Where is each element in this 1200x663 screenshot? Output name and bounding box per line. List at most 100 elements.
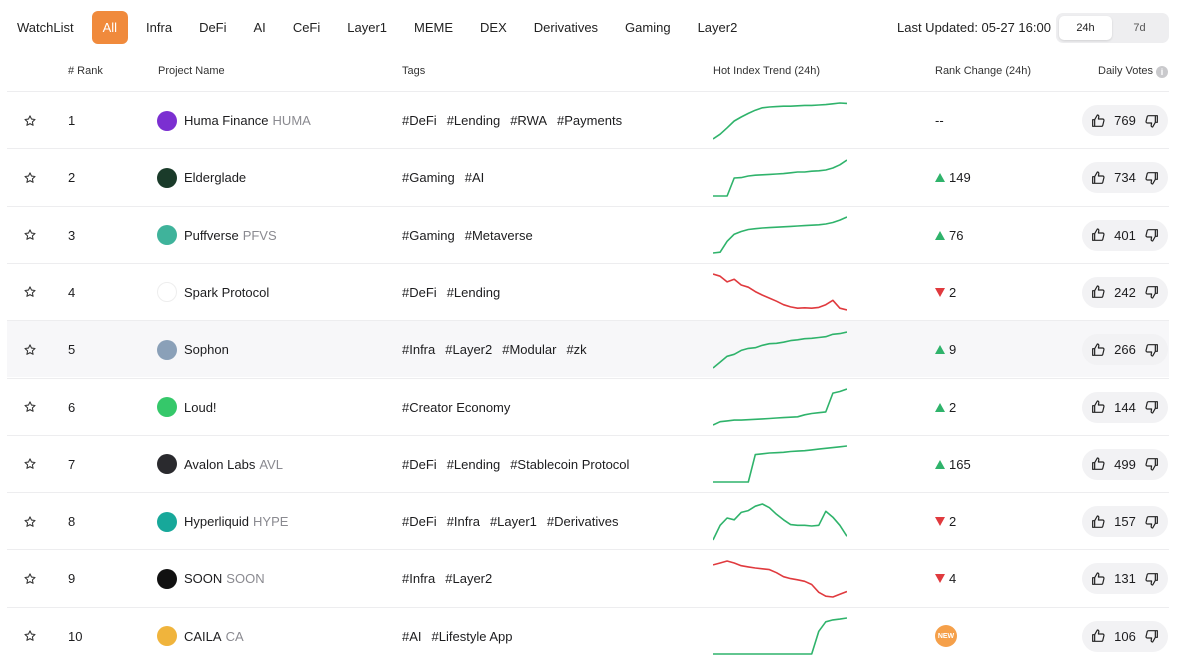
thumbs-down-icon[interactable] <box>1143 341 1161 359</box>
watchlist-star-icon[interactable] <box>23 550 37 607</box>
thumbs-down-icon[interactable] <box>1143 627 1161 645</box>
table-row[interactable]: 7 Avalon Labs AVL #DeFi #Lending #Stableco… <box>7 434 1169 493</box>
project-name[interactable]: SOON <box>184 571 223 587</box>
project-name-cell[interactable]: Sophon <box>157 321 233 378</box>
tab-layer1[interactable]: Layer1 <box>347 20 388 35</box>
thumbs-down-icon[interactable] <box>1143 513 1161 531</box>
watchlist-star-icon[interactable] <box>23 608 37 663</box>
info-icon[interactable]: i <box>1156 66 1169 78</box>
project-name-cell[interactable]: Huma Finance HUMA <box>157 92 311 149</box>
table-row[interactable]: 5 Sophon #Infra #Layer2 #Modular #zk 9 266 <box>7 320 1169 378</box>
project-name-cell[interactable]: Avalon Labs AVL <box>157 436 283 493</box>
project-name-cell[interactable]: Spark Protocol <box>157 264 273 321</box>
thumbs-up-icon[interactable] <box>1089 455 1107 473</box>
project-name-cell[interactable]: SOON SOON <box>157 550 265 607</box>
tag-link[interactable]: #AI <box>464 170 485 186</box>
thumbs-down-icon[interactable] <box>1143 226 1161 244</box>
project-name[interactable]: CAILA <box>184 628 222 644</box>
tag-link[interactable]: #Infra <box>446 514 480 530</box>
range-24h-button[interactable]: 24h <box>1059 16 1112 40</box>
project-name[interactable]: Puffverse <box>184 227 239 243</box>
tag-link[interactable]: #DeFi <box>402 284 437 300</box>
tab-gaming[interactable]: Gaming <box>625 20 671 35</box>
tag-link[interactable]: #Lending <box>446 456 501 472</box>
thumbs-down-icon[interactable] <box>1143 398 1161 416</box>
thumbs-down-icon[interactable] <box>1143 455 1161 473</box>
tag-link[interactable]: #Stablecoin Protocol <box>510 456 630 472</box>
project-name[interactable]: Elderglade <box>184 170 247 186</box>
tab-infra[interactable]: Infra <box>146 20 173 35</box>
watchlist-star-icon[interactable] <box>23 92 37 149</box>
tag-link[interactable]: #DeFi <box>402 514 437 530</box>
thumbs-down-icon[interactable] <box>1143 169 1161 187</box>
project-name-cell[interactable]: Elderglade <box>157 149 250 206</box>
thumbs-up-icon[interactable] <box>1089 341 1107 359</box>
table-row[interactable]: 6 Loud! #Creator Economy 2 144 <box>7 377 1169 436</box>
project-name[interactable]: Avalon Labs <box>184 456 256 472</box>
tag-link[interactable]: #DeFi <box>402 113 437 128</box>
range-7d-button[interactable]: 7d <box>1133 22 1146 34</box>
tab-dex[interactable]: DEX <box>480 20 507 35</box>
thumbs-down-icon[interactable] <box>1143 283 1161 301</box>
project-name[interactable]: Huma Finance <box>184 113 269 128</box>
tab-meme[interactable]: MEME <box>414 20 454 35</box>
table-row[interactable]: 1 Huma Finance HUMA #DeFi #Lending #RWA #Pa… <box>7 91 1169 148</box>
tag-link[interactable]: #zk <box>566 342 587 358</box>
watchlist-star-icon[interactable] <box>23 436 37 493</box>
col-rank-change[interactable]: Rank Change (24h) <box>935 65 1032 77</box>
table-row[interactable]: 8 Hyperliquid HYPE #DeFi #Infra #Layer1 #De… <box>7 492 1169 549</box>
thumbs-down-icon[interactable] <box>1143 112 1161 130</box>
project-name[interactable]: Hyperliquid <box>184 514 250 530</box>
tag-link[interactable]: #Lifestyle App <box>431 628 513 644</box>
thumbs-up-icon[interactable] <box>1089 627 1107 645</box>
tag-link[interactable]: #AI <box>402 628 422 644</box>
tag-link[interactable]: #Lending <box>446 284 501 300</box>
watchlist-star-icon[interactable] <box>23 264 37 321</box>
tab-layer2[interactable]: Layer2 <box>697 20 738 35</box>
col-rank[interactable]: # Rank <box>68 65 103 77</box>
thumbs-up-icon[interactable] <box>1089 226 1107 244</box>
tag-link[interactable]: #Gaming <box>402 170 455 186</box>
project-name[interactable]: Spark Protocol <box>184 284 270 300</box>
table-row[interactable]: 4 Spark Protocol #DeFi #Lending 2 242 <box>7 262 1169 321</box>
project-name-cell[interactable]: CAILA CA <box>157 608 244 663</box>
tag-link[interactable]: #Metaverse <box>464 227 533 243</box>
watchlist-star-icon[interactable] <box>23 149 37 206</box>
thumbs-up-icon[interactable] <box>1089 398 1107 416</box>
tab-cefi[interactable]: CeFi <box>292 20 321 35</box>
tab-all[interactable]: All <box>91 11 129 44</box>
tag-link[interactable]: #Infra <box>402 571 436 587</box>
watchlist-star-icon[interactable] <box>23 207 37 264</box>
tab-derivatives[interactable]: Derivatives <box>533 20 599 35</box>
tag-link[interactable]: #RWA <box>510 113 548 128</box>
tag-link[interactable]: #Lending <box>446 113 501 128</box>
tab-ai[interactable]: AI <box>253 20 266 35</box>
table-row[interactable]: 10 CAILA CA #AI #Lifestyle App NEW 106 <box>7 606 1169 663</box>
table-row[interactable]: 3 Puffverse PFVS #Gaming #Metaverse 76 40… <box>7 205 1169 264</box>
tag-link[interactable]: #Payments <box>557 113 623 128</box>
tag-link[interactable]: #Infra <box>402 342 436 358</box>
tag-link[interactable]: #Creator Economy <box>402 399 511 415</box>
tab-watchlist[interactable]: WatchList <box>17 20 74 35</box>
tab-defi[interactable]: DeFi <box>199 20 227 35</box>
thumbs-up-icon[interactable] <box>1089 112 1107 130</box>
thumbs-up-icon[interactable] <box>1089 570 1107 588</box>
tag-link[interactable]: #Gaming <box>402 227 455 243</box>
tag-link[interactable]: #DeFi <box>402 456 437 472</box>
project-name-cell[interactable]: Loud! <box>157 379 221 436</box>
watchlist-star-icon[interactable] <box>23 321 37 378</box>
project-name-cell[interactable]: Hyperliquid HYPE <box>157 493 288 550</box>
watchlist-star-icon[interactable] <box>23 493 37 550</box>
project-name-cell[interactable]: Puffverse PFVS <box>157 207 277 264</box>
thumbs-up-icon[interactable] <box>1089 283 1107 301</box>
tag-link[interactable]: #Layer2 <box>445 342 493 358</box>
project-name[interactable]: Sophon <box>184 342 229 358</box>
watchlist-star-icon[interactable] <box>23 379 37 436</box>
tag-link[interactable]: #Modular <box>502 342 557 358</box>
thumbs-down-icon[interactable] <box>1143 570 1161 588</box>
thumbs-up-icon[interactable] <box>1089 169 1107 187</box>
tag-link[interactable]: #Derivatives <box>546 514 619 530</box>
table-row[interactable]: 2 Elderglade #Gaming #AI 149 734 <box>7 148 1169 205</box>
project-name[interactable]: Loud! <box>184 399 217 415</box>
thumbs-up-icon[interactable] <box>1089 513 1107 531</box>
